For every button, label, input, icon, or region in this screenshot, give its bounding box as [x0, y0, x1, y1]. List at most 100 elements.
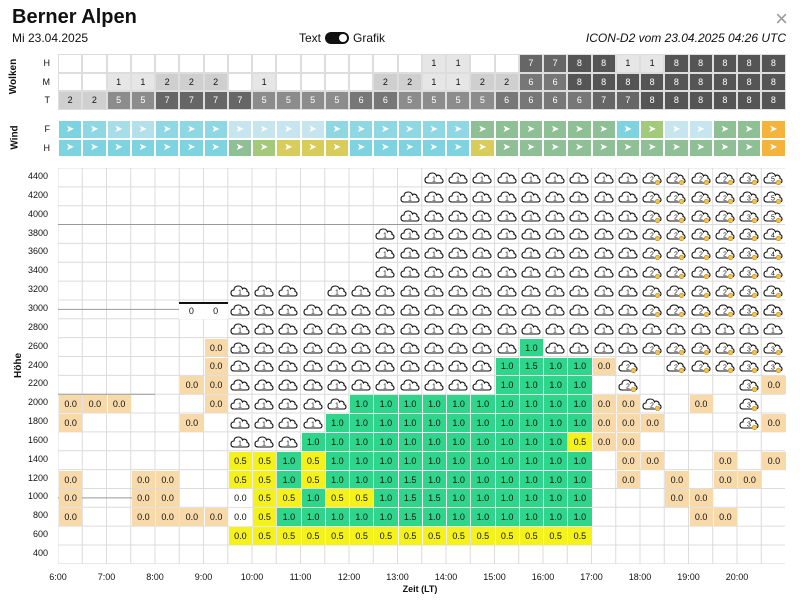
- cloud-cell: 8: [591, 72, 616, 91]
- wind-arrow-icon: ➤: [470, 138, 495, 157]
- height-tick-label: 2800: [27, 321, 48, 332]
- cloud-icon: 1: [616, 187, 640, 206]
- cloud-icon: 1: [567, 262, 591, 281]
- cloud-icon: 1: [349, 375, 373, 394]
- cloud-icon: 1: [592, 319, 616, 338]
- time-tick-label: 9:00: [194, 572, 213, 582]
- svg-text:1: 1: [505, 327, 509, 334]
- svg-text:1: 1: [505, 233, 509, 240]
- wind-arrow-icon: ➤: [518, 120, 543, 139]
- toggle-grafik-label[interactable]: Grafik: [353, 31, 386, 45]
- thermal-value-cell: 1.0: [374, 489, 398, 508]
- svg-text:1: 1: [311, 421, 315, 428]
- time-tick-label: 14:00: [434, 572, 458, 582]
- svg-text:2: 2: [699, 346, 703, 353]
- thermal-value-cell: 0.5: [253, 470, 277, 489]
- cloud-cell: 7: [615, 91, 640, 110]
- thermal-value-cell: 1.0: [544, 470, 568, 489]
- thermal-value-cell: 0.0: [204, 357, 228, 376]
- svg-text:1: 1: [456, 176, 460, 183]
- cloud-icon: 2: [640, 243, 664, 262]
- cloud-cell: 6: [567, 91, 592, 110]
- thermal-value-cell: 0.0: [762, 376, 786, 395]
- svg-text:1: 1: [480, 365, 484, 372]
- close-icon[interactable]: ×: [775, 6, 788, 31]
- thermal-value-cell: 1.5: [398, 489, 422, 508]
- cloud-icon: 1: [373, 281, 397, 300]
- cloud-icon: 1: [276, 413, 300, 432]
- wind-arrow-icon: ➤: [567, 138, 592, 157]
- svg-text:5: 5: [771, 176, 775, 183]
- time-tick-label: 12:00: [337, 572, 361, 582]
- height-tick-label: 600: [32, 529, 48, 540]
- svg-text:1: 1: [553, 195, 557, 202]
- svg-text:3: 3: [747, 308, 751, 315]
- toggle-switch[interactable]: [325, 32, 350, 44]
- thermal-value-cell: 0.0: [713, 508, 737, 527]
- thermal-value-cell: 0.0: [592, 357, 616, 376]
- cloud-icon: 2: [640, 394, 664, 413]
- cloud-icon: 4: [761, 225, 785, 244]
- thermal-value-cell: 0.0: [131, 489, 155, 508]
- thermal-value-cell: 0.5: [325, 527, 349, 545]
- svg-text:1: 1: [577, 233, 581, 240]
- wolken-label: Wolken: [8, 58, 20, 95]
- svg-text:1: 1: [626, 308, 630, 315]
- svg-text:2: 2: [674, 346, 678, 353]
- svg-text:1: 1: [505, 308, 509, 315]
- thermal-value-cell: 1.0: [447, 470, 471, 489]
- cloud-icon: 3: [737, 413, 761, 432]
- height-tick-label: 3400: [27, 265, 48, 276]
- svg-text:1: 1: [723, 327, 727, 334]
- cloud-cell: 2: [58, 91, 83, 110]
- cloud-icon: 1: [422, 375, 446, 394]
- cloud-icon: 1: [252, 281, 276, 300]
- cloud-icon: 1: [276, 394, 300, 413]
- thermal-value-cell: 1.0: [544, 508, 568, 527]
- svg-text:2: 2: [650, 308, 654, 315]
- height-tick-label: 3600: [27, 246, 48, 257]
- svg-text:4: 4: [771, 252, 775, 259]
- thermal-value-cell: 1.0: [350, 451, 374, 470]
- svg-text:2: 2: [650, 176, 654, 183]
- cloud-icon: 1: [592, 262, 616, 281]
- cloud-icon: 2: [689, 300, 713, 319]
- svg-text:1: 1: [311, 365, 315, 372]
- cloud-icon: 1: [228, 432, 252, 451]
- cloud-icon: 1: [398, 300, 422, 319]
- cloud-icon: 1: [616, 338, 640, 357]
- svg-text:1: 1: [383, 327, 387, 334]
- svg-text:1: 1: [311, 346, 315, 353]
- thermal-value-cell: 0.5: [544, 527, 568, 545]
- cloud-icon: 2: [640, 206, 664, 225]
- svg-text:1: 1: [286, 346, 290, 353]
- thermal-value-cell: 1.0: [495, 414, 519, 432]
- wind-arrow-icon: ➤: [300, 120, 325, 139]
- cloud-icon: 1: [301, 300, 325, 319]
- svg-text:1: 1: [408, 195, 412, 202]
- wind-arrow-icon: ➤: [155, 138, 180, 157]
- cloud-cell: [82, 72, 107, 91]
- toggle-text-label[interactable]: Text: [299, 31, 322, 45]
- cloud-icon: 1: [422, 168, 446, 187]
- thermal-value-cell: 0.5: [301, 527, 325, 545]
- thermal-value-cell: 0.0: [713, 451, 737, 470]
- cloud-icon: 1: [567, 225, 591, 244]
- cloud-icon: 1: [470, 187, 494, 206]
- svg-text:1: 1: [602, 346, 606, 353]
- view-toggle[interactable]: Text Grafik: [299, 31, 385, 45]
- svg-text:1: 1: [311, 308, 315, 315]
- cloud-icon: 1: [519, 281, 543, 300]
- svg-text:2: 2: [650, 403, 654, 410]
- thermal-value-cell: 0.0: [180, 414, 204, 432]
- cloud-icon: 2: [664, 281, 688, 300]
- svg-text:1: 1: [456, 308, 460, 315]
- svg-text:4: 4: [771, 233, 775, 240]
- svg-text:1: 1: [383, 233, 387, 240]
- thermal-value-cell: 0.0: [689, 395, 713, 414]
- svg-text:1: 1: [286, 440, 290, 447]
- cloud-icon: 1: [228, 300, 252, 319]
- cloud-icon: 1: [543, 300, 567, 319]
- svg-text:1: 1: [286, 421, 290, 428]
- svg-text:2: 2: [723, 214, 727, 221]
